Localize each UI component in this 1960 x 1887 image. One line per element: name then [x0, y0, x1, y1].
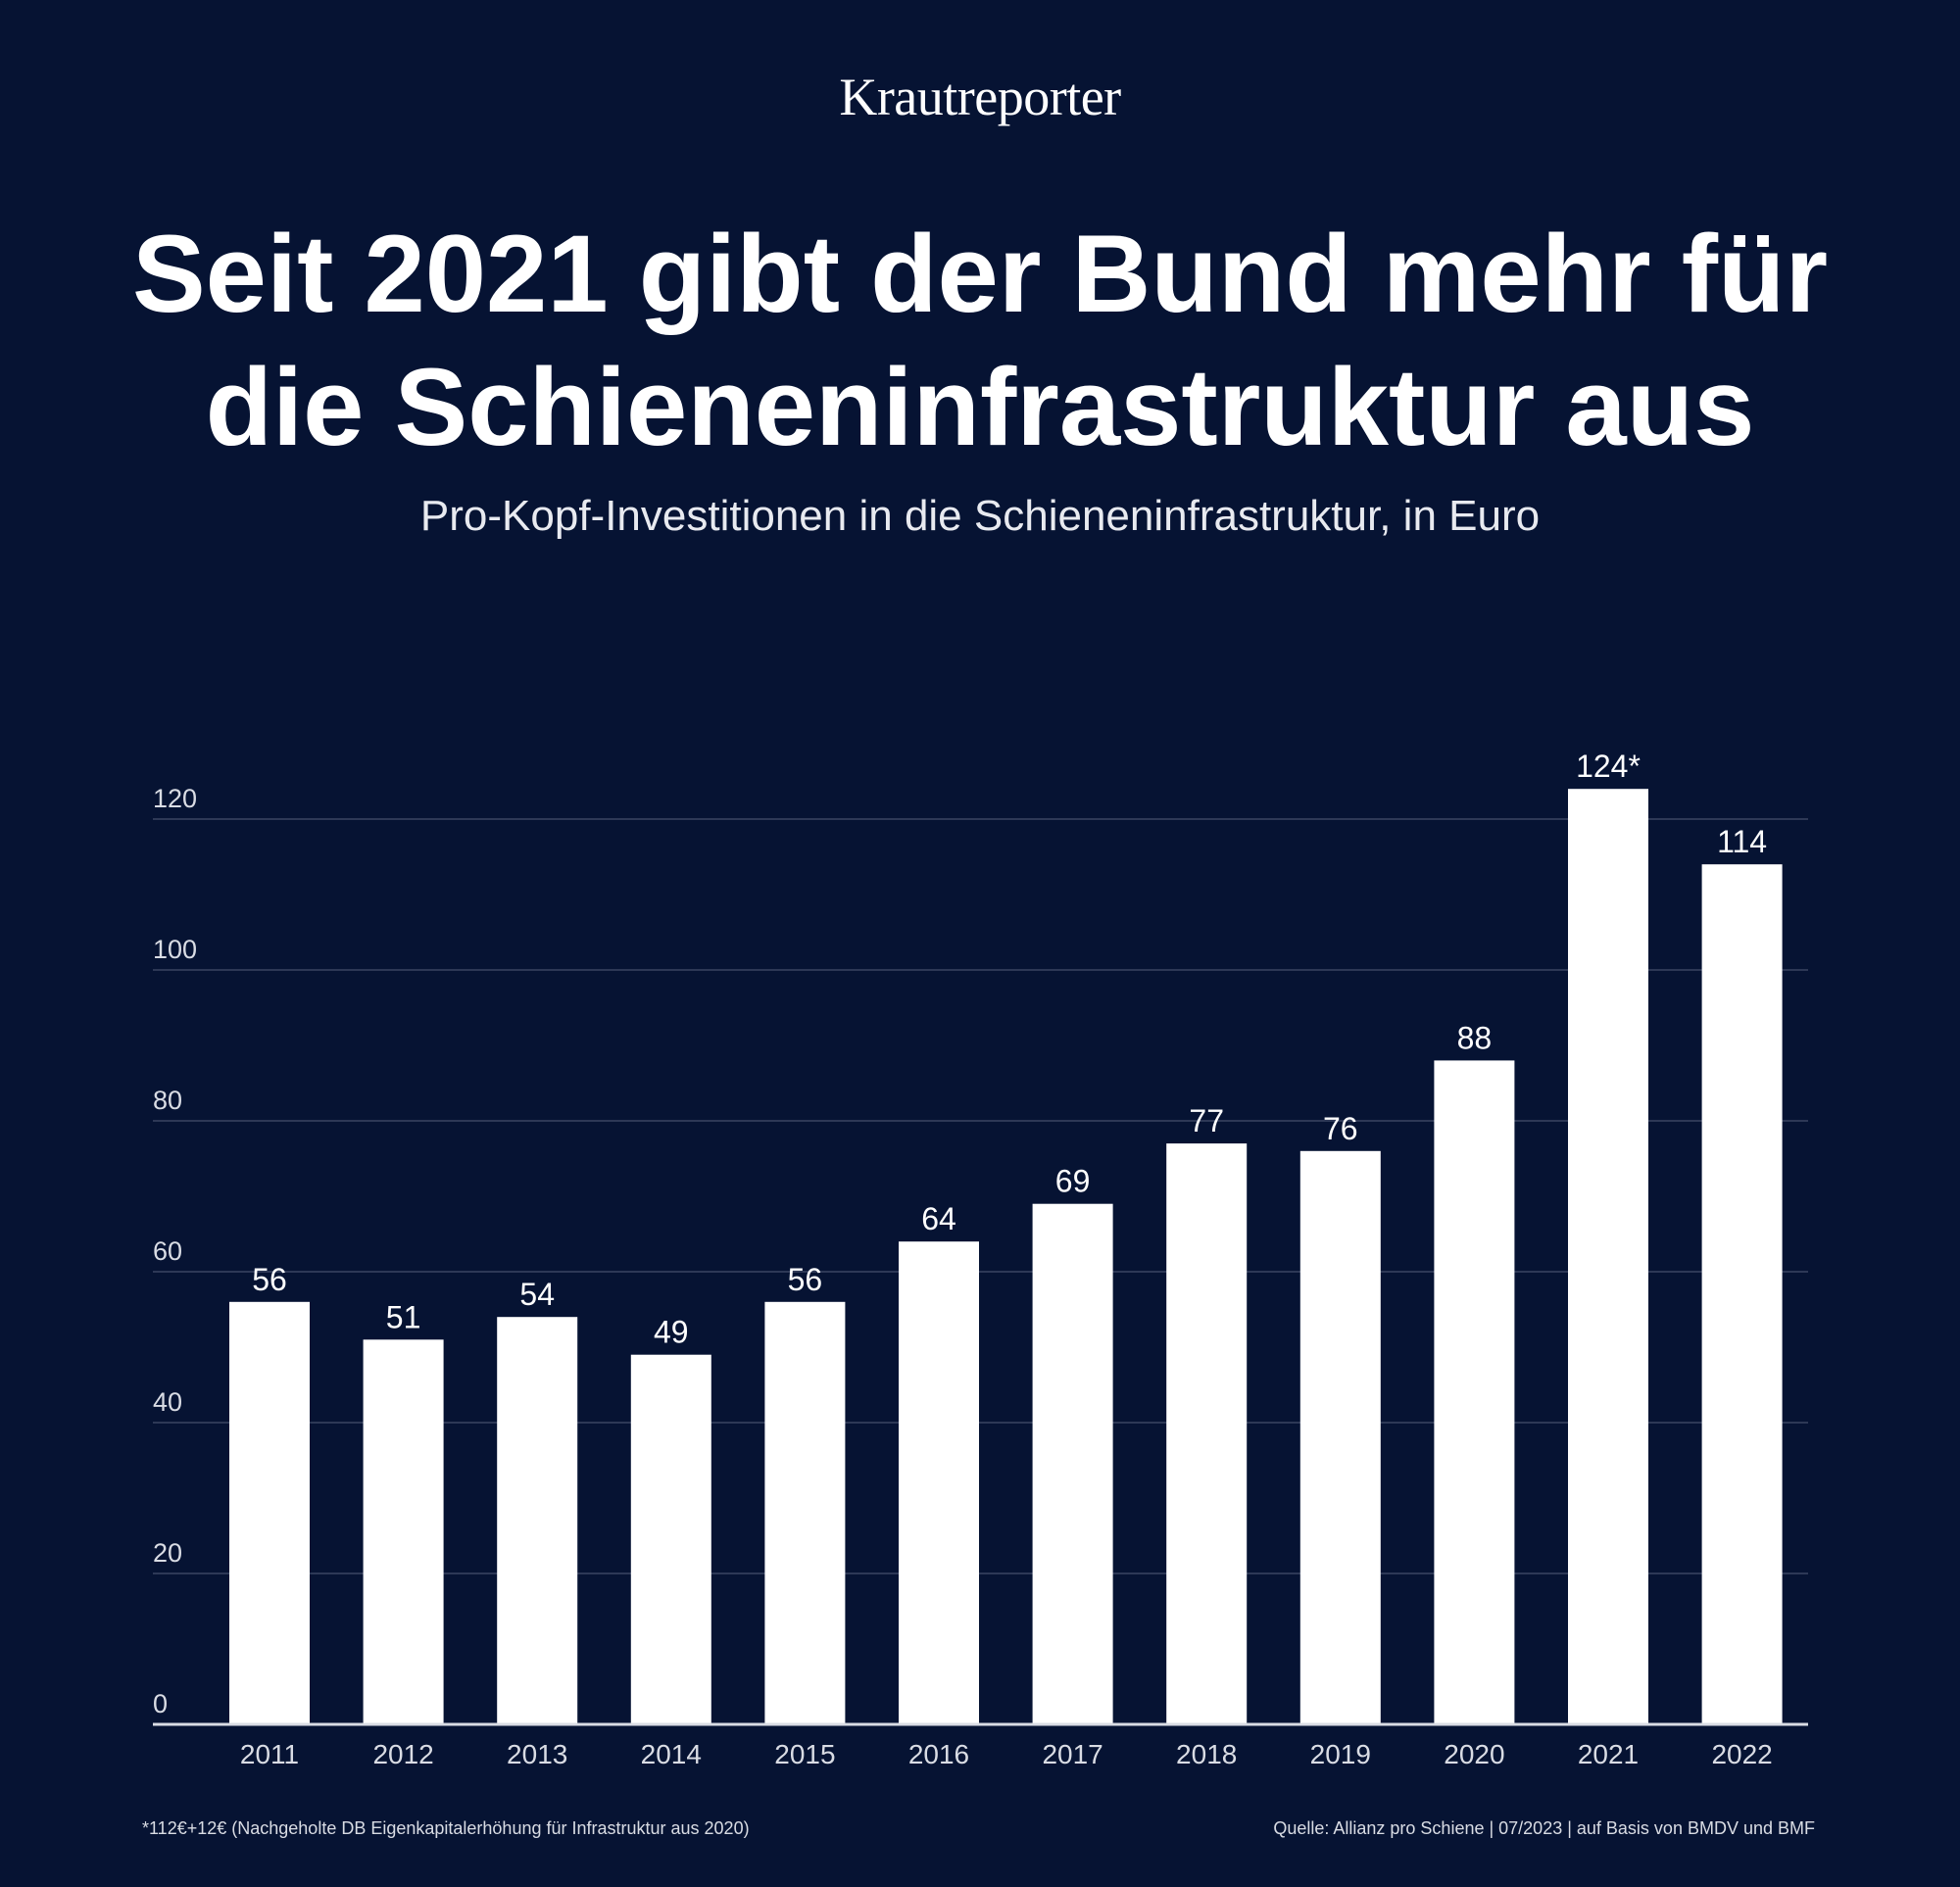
x-tick-label: 2012	[372, 1739, 433, 1769]
data-label: 76	[1323, 1111, 1358, 1146]
y-tick-label: 80	[153, 1086, 182, 1115]
bar	[1166, 1143, 1248, 1724]
data-label: 56	[252, 1262, 287, 1297]
data-label: 56	[788, 1262, 823, 1297]
x-tick-label: 2017	[1042, 1739, 1102, 1769]
data-label: 51	[386, 1299, 421, 1334]
x-tick-label: 2014	[641, 1739, 702, 1769]
bar	[1299, 1150, 1381, 1724]
chart-title-line-1: Seit 2021 gibt der Bund mehr für	[131, 213, 1829, 335]
source-note: Quelle: Allianz pro Schiene | 07/2023 | …	[1273, 1818, 1815, 1838]
x-tick-label: 2015	[774, 1739, 835, 1769]
bar	[363, 1339, 444, 1724]
bar	[229, 1301, 310, 1724]
bar	[1568, 789, 1648, 1724]
x-tick-label: 2013	[507, 1739, 567, 1769]
x-tick-label: 2020	[1444, 1739, 1504, 1769]
chart-title: Seit 2021 gibt der Bund mehr für die Sch…	[0, 208, 1960, 474]
bar	[630, 1354, 711, 1724]
y-tick-label: 20	[153, 1538, 182, 1568]
x-tick-label: 2022	[1711, 1739, 1772, 1769]
bar	[899, 1241, 979, 1724]
data-label: 124*	[1576, 749, 1641, 784]
x-tick-label: 2018	[1176, 1739, 1237, 1769]
y-tick-label: 100	[153, 935, 197, 964]
bar	[1032, 1203, 1113, 1724]
y-tick-label: 40	[153, 1387, 182, 1417]
y-tick-label: 120	[153, 784, 197, 813]
data-label: 88	[1457, 1020, 1493, 1055]
data-label: 54	[519, 1277, 555, 1312]
y-tick-label: 60	[153, 1236, 182, 1266]
data-label: 114	[1717, 824, 1767, 859]
bar	[497, 1317, 578, 1724]
x-tick-label: 2016	[908, 1739, 969, 1769]
footnote: *112€+12€ (Nachgeholte DB Eigenkapitaler…	[142, 1818, 750, 1838]
x-tick-label: 2019	[1310, 1739, 1371, 1769]
bar	[764, 1301, 846, 1724]
x-tick-label: 2011	[240, 1739, 299, 1769]
chart-title-line-2: die Schieneninfrastruktur aus	[205, 346, 1755, 468]
y-tick-label: 0	[153, 1689, 168, 1718]
data-label: 69	[1055, 1164, 1091, 1199]
data-label: 49	[654, 1315, 689, 1350]
x-tick-label: 2021	[1578, 1739, 1639, 1769]
data-label: 64	[921, 1201, 956, 1236]
brand-logo: Krautreporter	[839, 68, 1121, 126]
data-label: 77	[1189, 1103, 1224, 1138]
bar	[1434, 1060, 1515, 1724]
bar	[1701, 864, 1783, 1724]
chart-subtitle: Pro-Kopf-Investitionen in die Schienenin…	[419, 492, 1541, 540]
